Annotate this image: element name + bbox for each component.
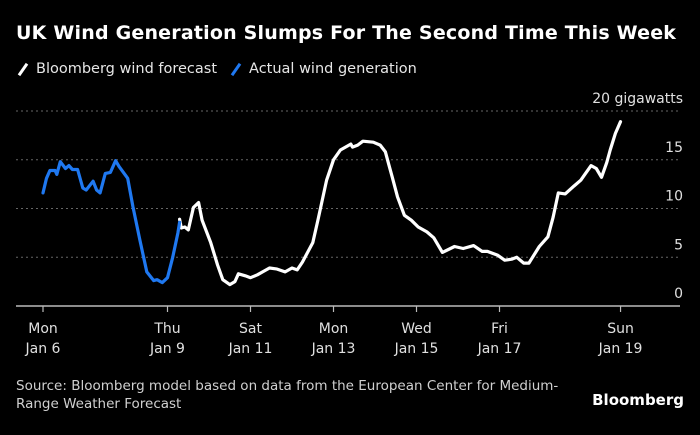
source-note: Source: Bloomberg model based on data fr… xyxy=(16,378,559,412)
x-tick-label: Jan 9 xyxy=(149,341,185,357)
y-tick-label: 5 xyxy=(674,237,683,253)
y-tick-label: 0 xyxy=(674,286,683,302)
x-tick-label: Jan 17 xyxy=(477,341,522,357)
chart-title: UK Wind Generation Slumps For The Second… xyxy=(16,22,677,44)
x-tick-label: Jan 13 xyxy=(311,341,356,357)
y-tick-label: 20 gigawatts xyxy=(592,91,683,107)
legend: Bloomberg wind forecast Actual wind gene… xyxy=(16,61,417,77)
x-tick-label: Jan 19 xyxy=(598,341,643,357)
series-line-actual xyxy=(41,159,182,285)
x-tick-label: Sun xyxy=(607,321,634,337)
x-tick-label: Thu xyxy=(153,321,180,337)
y-tick-label: 10 xyxy=(665,189,683,205)
x-tick-label: Mon xyxy=(319,321,349,337)
x-tick-label: Wed xyxy=(401,321,432,337)
legend-item-actual: Actual wind generation xyxy=(229,61,417,77)
bloomberg-logo: Bloomberg xyxy=(592,391,684,409)
x-tick-label: Fri xyxy=(491,321,508,337)
legend-label-forecast: Bloomberg wind forecast xyxy=(36,61,218,77)
x-tick-label: Jan 11 xyxy=(228,341,273,357)
legend-label-actual: Actual wind generation xyxy=(249,61,417,77)
x-tick-label: Mon xyxy=(28,321,58,337)
x-tick-label: Jan 6 xyxy=(25,341,61,357)
x-tick-label: Sat xyxy=(239,321,262,337)
y-tick-label: 15 xyxy=(665,140,683,156)
x-tick-label: Jan 15 xyxy=(394,341,439,357)
legend-item-forecast: Bloomberg wind forecast xyxy=(16,61,217,77)
series-line-forecast xyxy=(178,120,623,287)
